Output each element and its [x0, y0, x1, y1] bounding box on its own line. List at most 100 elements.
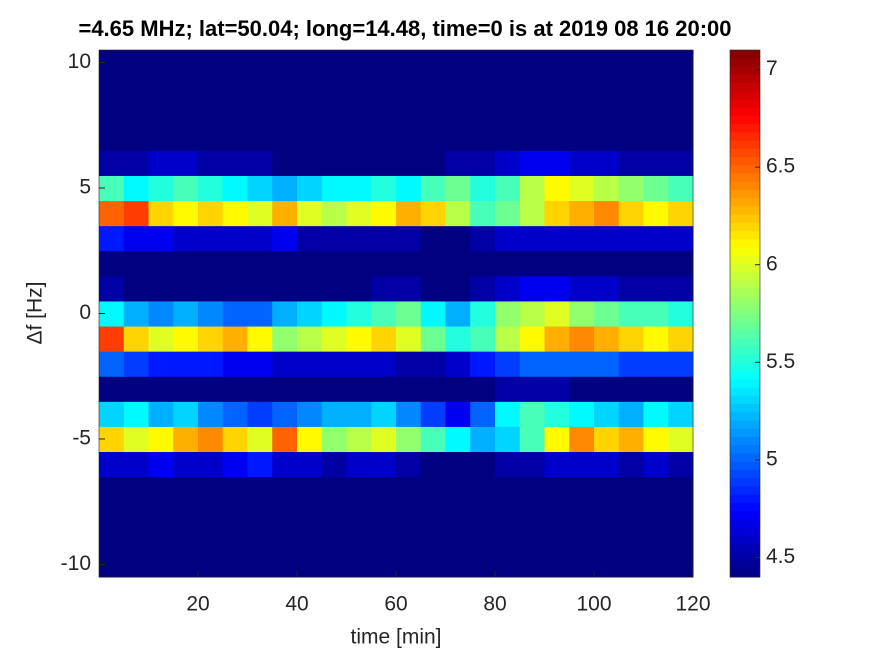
colorbar-swatch [730, 198, 760, 207]
heatmap-cell [594, 125, 620, 151]
heatmap-cell [594, 200, 620, 227]
heatmap-cell [643, 100, 669, 126]
heatmap-cell [148, 326, 174, 352]
colorbar-swatch [730, 99, 760, 109]
heatmap-cell [148, 125, 174, 151]
heatmap-cell [272, 401, 298, 427]
heatmap-cell [544, 100, 570, 126]
heatmap-cell [396, 275, 422, 302]
heatmap-cell [346, 300, 372, 327]
heatmap-cell [643, 125, 669, 151]
heatmap-cell [346, 351, 372, 377]
heatmap-cell [148, 100, 174, 126]
heatmap-cell [668, 300, 694, 327]
heatmap-cell [123, 100, 149, 126]
heatmap-cell [618, 150, 644, 176]
heatmap-cell [99, 501, 125, 528]
colorbar-swatch [730, 552, 760, 562]
heatmap-cell [198, 426, 224, 453]
heatmap-cell [544, 326, 570, 352]
heatmap-cell [123, 150, 149, 176]
heatmap-cell [371, 275, 397, 302]
heatmap-cell [321, 351, 347, 377]
heatmap-cell [272, 225, 298, 252]
heatmap-cell [371, 451, 397, 478]
heatmap-cell [371, 476, 397, 503]
heatmap-cell [123, 200, 149, 227]
colorbar-swatch [730, 420, 760, 430]
heatmap-cell [222, 351, 248, 377]
heatmap-cell [222, 376, 248, 402]
heatmap-cell [495, 50, 521, 76]
heatmap-cell [495, 476, 521, 503]
heatmap-cell [371, 526, 397, 553]
heatmap-cell [470, 451, 496, 478]
heatmap-cell [222, 476, 248, 503]
y-tick-label: -10 [61, 552, 91, 575]
heatmap-cell [247, 526, 273, 553]
heatmap-cell [99, 200, 125, 227]
heatmap-cell [346, 426, 372, 453]
heatmap-cell [396, 326, 422, 352]
heatmap-cell [297, 376, 323, 402]
heatmap-cell [420, 526, 446, 553]
heatmap-cell [173, 526, 199, 553]
heatmap-cell [445, 300, 471, 327]
heatmap-cell [297, 300, 323, 327]
heatmap-cell [198, 326, 224, 352]
heatmap-cell [519, 526, 545, 553]
heatmap-cell [470, 50, 496, 76]
heatmap-cell [247, 50, 273, 76]
heatmap-cell [519, 200, 545, 227]
heatmap-cell [519, 501, 545, 528]
heatmap-cell [519, 300, 545, 327]
heatmap-cell [420, 100, 446, 126]
heatmap-cell [222, 300, 248, 327]
heatmap-cell [148, 250, 174, 277]
heatmap-cell [569, 200, 595, 227]
heatmap-cell [123, 275, 149, 302]
heatmap-cell [371, 75, 397, 101]
heatmap-cell [470, 526, 496, 553]
heatmap-cell [371, 351, 397, 377]
heatmap-cell [445, 326, 471, 352]
heatmap-cell [618, 551, 644, 578]
heatmap-cell [272, 376, 298, 402]
heatmap-cell [247, 150, 273, 176]
heatmap-cell [643, 451, 669, 478]
heatmap-cell [495, 326, 521, 352]
heatmap-cell [544, 150, 570, 176]
heatmap-cell [222, 250, 248, 277]
colorbar-swatch [730, 387, 760, 397]
heatmap-cell [420, 50, 446, 76]
heatmap-cell [371, 501, 397, 528]
heatmap-cell [371, 551, 397, 578]
heatmap-cell [445, 426, 471, 453]
heatmap-cell [569, 401, 595, 427]
heatmap-cell [569, 50, 595, 76]
heatmap-cell [173, 476, 199, 503]
heatmap-cell [247, 75, 273, 101]
colorbar-swatch [730, 371, 760, 380]
heatmap-cell [618, 125, 644, 151]
colorbar-swatch [730, 264, 760, 273]
heatmap-cell [99, 376, 125, 402]
heatmap-cell [396, 300, 422, 327]
heatmap-cell [569, 125, 595, 151]
heatmap-cell [272, 50, 298, 76]
heatmap-cell [594, 426, 620, 453]
heatmap-cell [272, 125, 298, 151]
heatmap-cell [495, 300, 521, 327]
heatmap-cell [495, 526, 521, 553]
heatmap-cell [569, 300, 595, 327]
heatmap-cell [618, 75, 644, 101]
heatmap-cell [99, 401, 125, 427]
heatmap-cell [470, 200, 496, 227]
colorbar-swatch [730, 124, 760, 133]
heatmap-cell [321, 275, 347, 302]
heatmap-cell [668, 351, 694, 377]
heatmap-cell [272, 551, 298, 578]
heatmap-cell [99, 225, 125, 252]
heatmap-cell [470, 501, 496, 528]
